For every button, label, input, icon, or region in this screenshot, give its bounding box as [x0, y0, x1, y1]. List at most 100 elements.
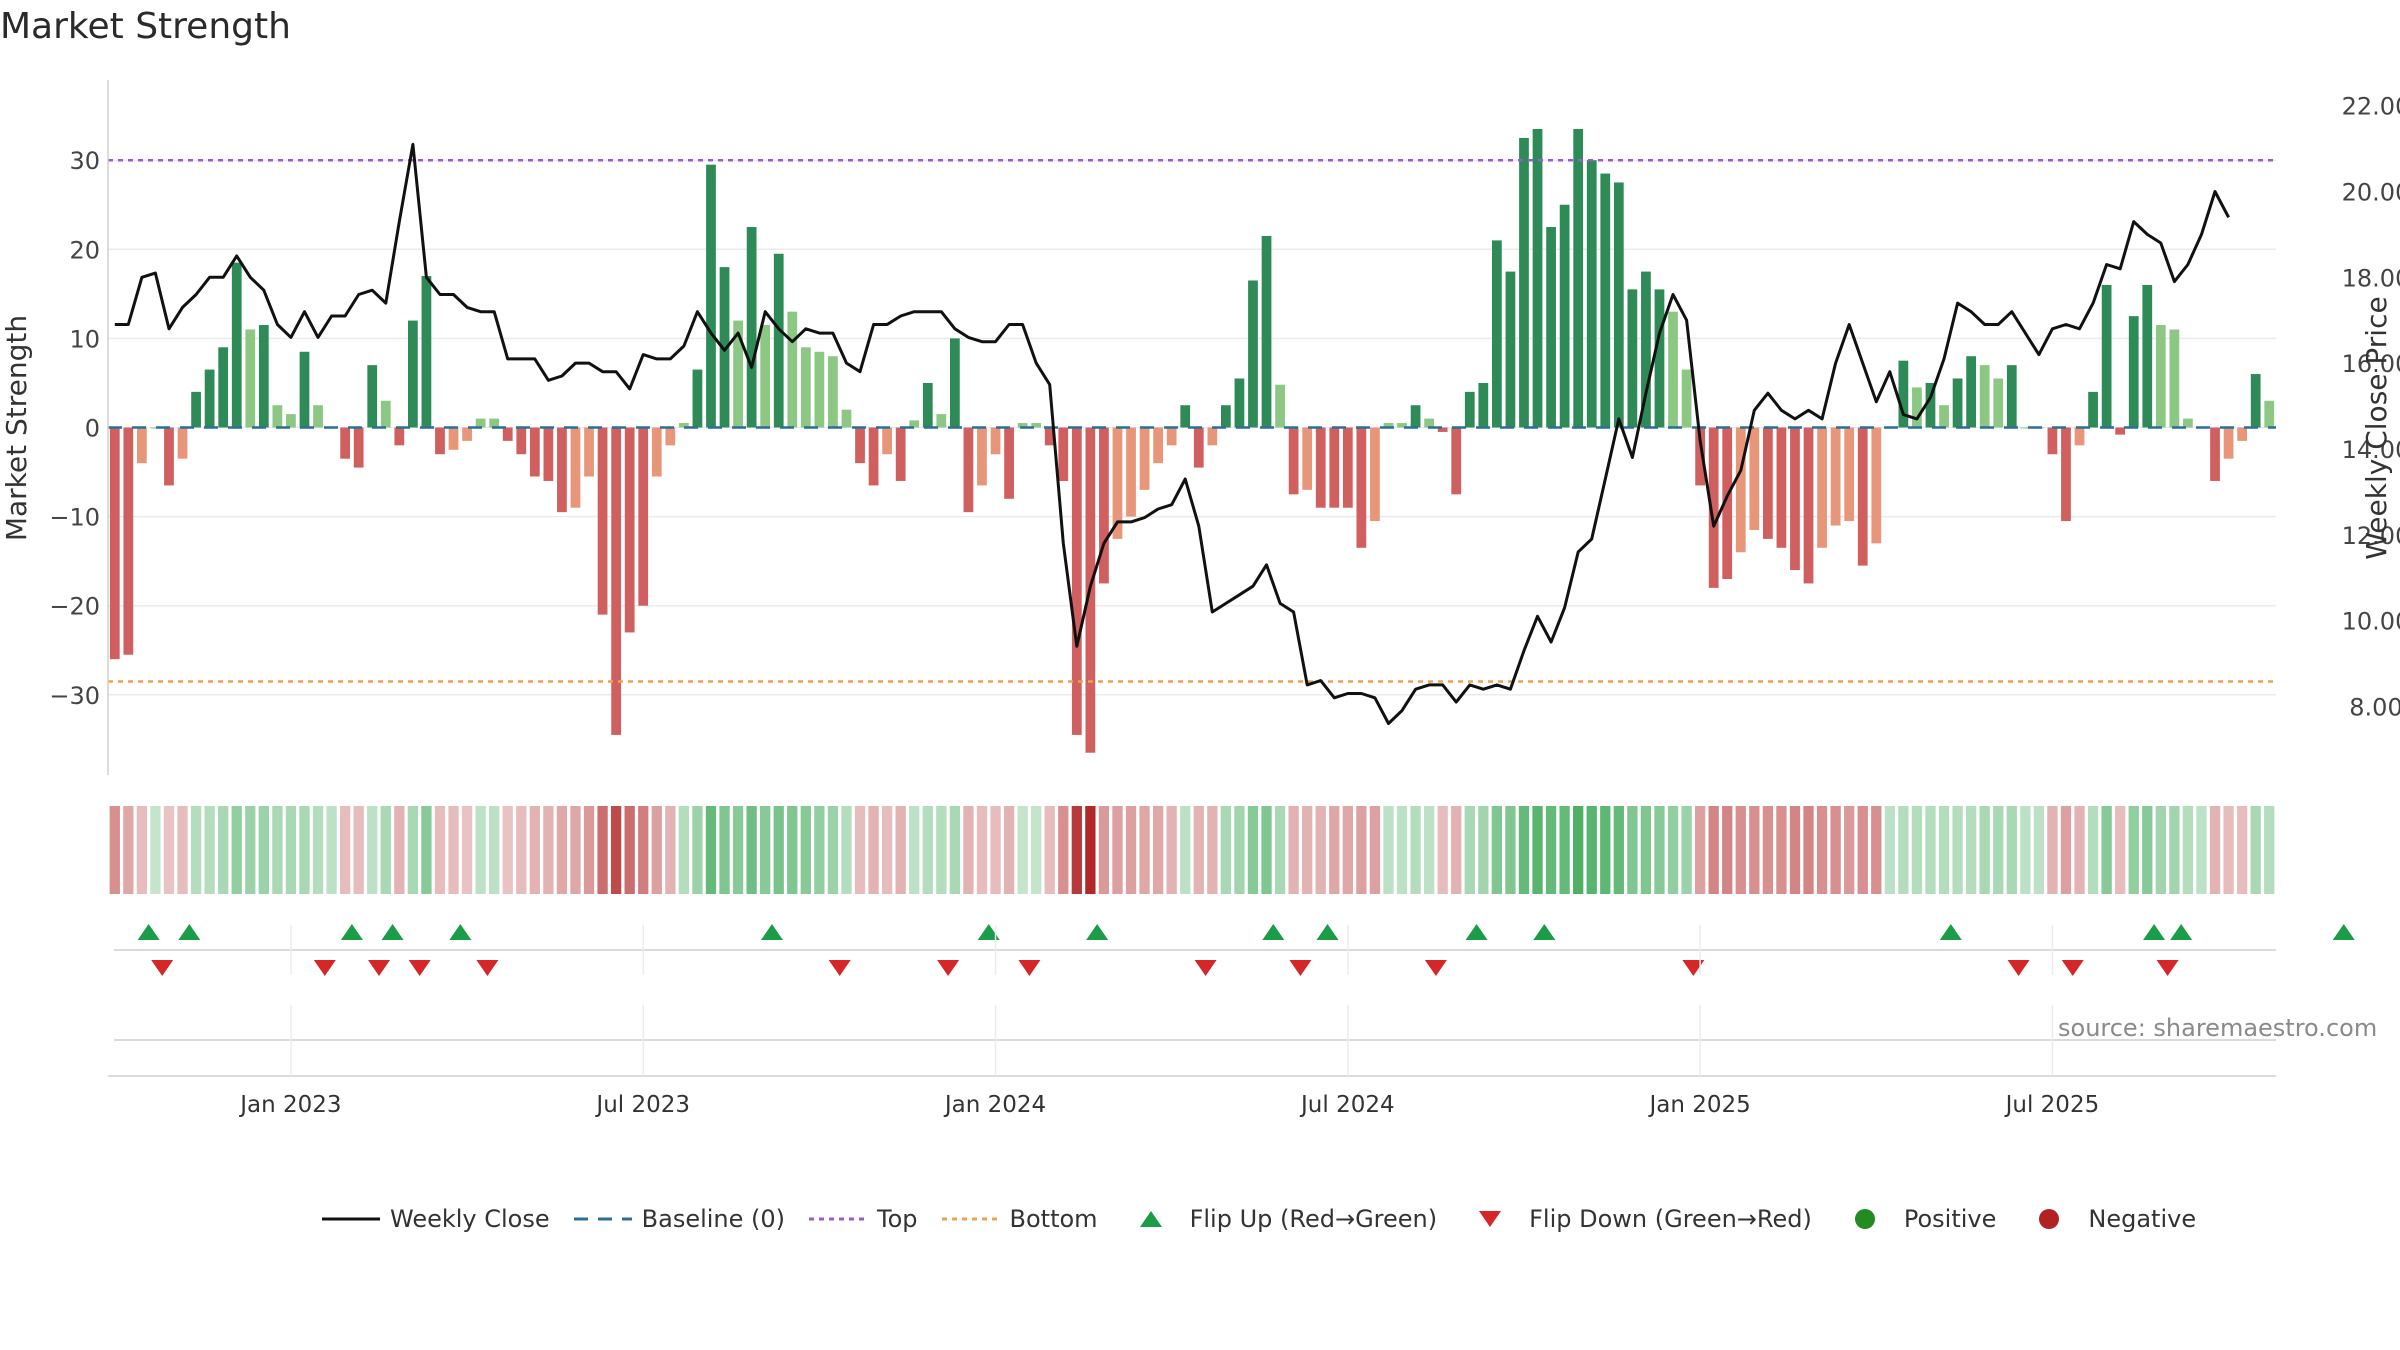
strip-cell — [1152, 806, 1164, 894]
strength-bar — [353, 427, 364, 468]
strength-bar — [1668, 311, 1678, 428]
strength-bar — [2128, 316, 2139, 428]
axes: 30 20 10 0 −10 −20 −30 8.00 10.00 12.00 14.00 16.00… — [49, 80, 2400, 775]
strength-bar — [123, 427, 134, 655]
strength-bar — [1559, 204, 1570, 428]
strip-cell — [760, 806, 771, 894]
source-credit: source: sharemaestro.com — [2058, 1014, 2378, 1042]
strip-cell — [380, 806, 391, 894]
strip-cell — [1884, 806, 1895, 894]
right-tick-label: 22.00 — [2342, 93, 2400, 121]
strip-cell — [1627, 806, 1638, 894]
strength-bar — [1207, 427, 1218, 446]
strength-bar — [1261, 235, 1272, 428]
strength-bar — [529, 427, 540, 477]
strength-bar — [218, 347, 229, 428]
strip-cell — [461, 806, 473, 894]
strip-cell — [272, 806, 283, 894]
strip-cell — [2020, 806, 2031, 894]
strip-cell — [909, 806, 920, 894]
strip-cell — [1681, 806, 1692, 894]
legend-item: Flip Up (Red→Green) — [1120, 1205, 1437, 1233]
strip-cell — [1247, 806, 1259, 894]
legend: Weekly Close Baseline (0) Top Bottom Flip Up… — [320, 1205, 2218, 1233]
strength-bar — [1383, 423, 1394, 428]
strip-cell — [2060, 806, 2072, 894]
legend-item: Weekly Close — [320, 1205, 550, 1233]
strength-bar — [2223, 427, 2234, 459]
strength-bar — [1573, 129, 1584, 428]
reference-lines — [108, 158, 2276, 683]
strip-cell — [394, 806, 405, 894]
x-tick-label: Jul 2024 — [1299, 1092, 1395, 1118]
strip-cell — [1640, 806, 1652, 894]
price-line — [114, 142, 2230, 725]
strength-bar — [2250, 374, 2261, 428]
strip-cell — [1816, 806, 1828, 894]
flip-up-marker — [340, 924, 363, 940]
strength-bar — [1342, 427, 1353, 508]
legend-symbol-icon — [941, 1217, 1000, 1221]
strength-bar — [1939, 405, 1949, 428]
strength-bar — [584, 427, 594, 477]
strip-cell — [1342, 806, 1353, 894]
flip-down-marker — [1194, 960, 1217, 976]
strength-bar — [1803, 427, 1814, 584]
legend-glyph — [1479, 1211, 1502, 1227]
strength-bar — [1451, 427, 1462, 495]
strip-cell — [2169, 806, 2180, 894]
strength-bar — [1505, 271, 1516, 428]
flip-up-marker — [1939, 924, 1962, 940]
strip-cell — [150, 806, 161, 894]
strip-cell — [1207, 806, 1218, 894]
strip-cell — [2142, 806, 2153, 894]
chart-title: Market Strength — [0, 6, 291, 47]
strength-bar — [1058, 427, 1069, 481]
legend-item: Positive — [1834, 1205, 1996, 1233]
strip-cell — [651, 806, 662, 894]
strength-bar — [1654, 289, 1665, 428]
strength-bar — [773, 253, 784, 428]
strip-cell — [787, 806, 798, 894]
flip-down-marker — [408, 960, 431, 976]
strength-bar — [1031, 423, 1042, 428]
strip-cell — [1776, 806, 1787, 894]
x-axis: Jan 2023 Jul 2023 Jan 2024 Jul 2024 Jan 2025… — [108, 925, 2276, 1118]
strip-cell — [1694, 806, 1706, 894]
strip-cell — [2223, 806, 2234, 894]
strip-cell — [868, 806, 879, 894]
strength-bar — [1153, 427, 1164, 464]
strip-cell — [922, 806, 933, 894]
strength-bar — [1397, 423, 1407, 428]
strength-bar — [787, 311, 798, 428]
strip-cell — [1288, 806, 1299, 894]
left-tick-label: −20 — [49, 593, 100, 621]
strip-cell — [1938, 806, 1950, 894]
flip-up-marker — [760, 924, 783, 940]
strength-bar — [1410, 405, 1421, 428]
strip-cell — [1600, 806, 1611, 894]
legend-symbol-icon — [1139, 1211, 1162, 1227]
strength-bar — [963, 427, 974, 513]
strip-cell — [123, 806, 134, 894]
strength-bar — [1126, 427, 1136, 517]
strength-bar — [841, 409, 852, 428]
strip-cell — [339, 806, 351, 894]
strength-bar — [1681, 369, 1692, 428]
strip-cell — [1044, 806, 1055, 894]
strip-cell — [1857, 806, 1868, 894]
strength-bar — [557, 427, 567, 513]
strength-bar — [1898, 360, 1909, 428]
strip-cell — [1911, 806, 1923, 894]
strip-cell — [665, 806, 676, 894]
flip-up-marker — [1533, 924, 1556, 940]
strip-cell — [1478, 806, 1489, 894]
strength-bar — [990, 427, 1001, 455]
strength-bar — [1275, 384, 1285, 428]
strip-cell — [163, 806, 175, 894]
right-tick-label: 16.00 — [2342, 350, 2400, 378]
strength-bar — [665, 427, 676, 446]
strip-cell — [1085, 806, 1096, 894]
legend-label: Baseline (0) — [641, 1205, 786, 1233]
